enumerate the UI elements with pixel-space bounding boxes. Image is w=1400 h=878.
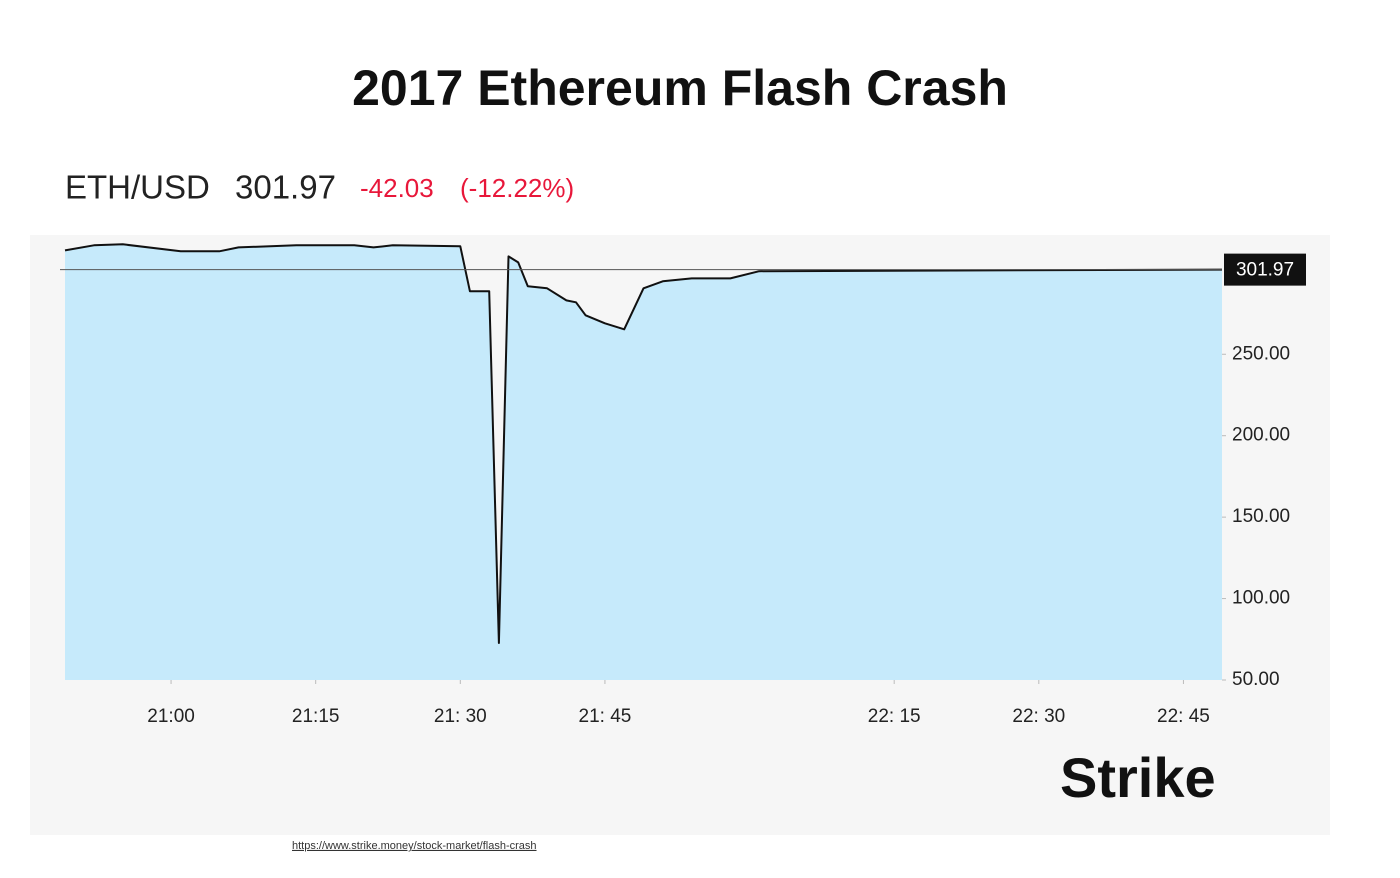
x-tick-label: 22: 30 [1012, 706, 1065, 727]
symbol: ETH/USD [65, 169, 210, 206]
area-fill [65, 244, 1222, 681]
logo: Strike [1060, 746, 1216, 809]
y-tick-label: 100.00 [1232, 588, 1290, 609]
y-tick-label: 150.00 [1232, 506, 1290, 527]
last-price-label: 301.97 [1236, 260, 1294, 281]
chart-title: 2017 Ethereum Flash Crash [352, 60, 1008, 116]
x-tick-label: 21: 45 [579, 706, 632, 727]
y-tick-label: 50.00 [1232, 669, 1280, 690]
x-tick-label: 21:15 [292, 706, 340, 727]
change: -42.03 [360, 173, 434, 203]
y-tick-label: 200.00 [1232, 425, 1290, 446]
change-pct: (-12.22%) [460, 173, 574, 203]
last-price-box [1224, 253, 1306, 286]
x-tick-label: 22: 45 [1157, 706, 1210, 727]
source-link[interactable]: https://www.strike.money/stock-market/fl… [292, 840, 537, 852]
x-tick-label: 21: 30 [434, 706, 487, 727]
x-tick-label: 22: 15 [868, 706, 921, 727]
price-line [64, 243, 1223, 644]
x-tick-label: 21:00 [147, 706, 195, 727]
y-tick-label: 250.00 [1232, 343, 1290, 364]
last-price: 301.97 [235, 169, 336, 206]
